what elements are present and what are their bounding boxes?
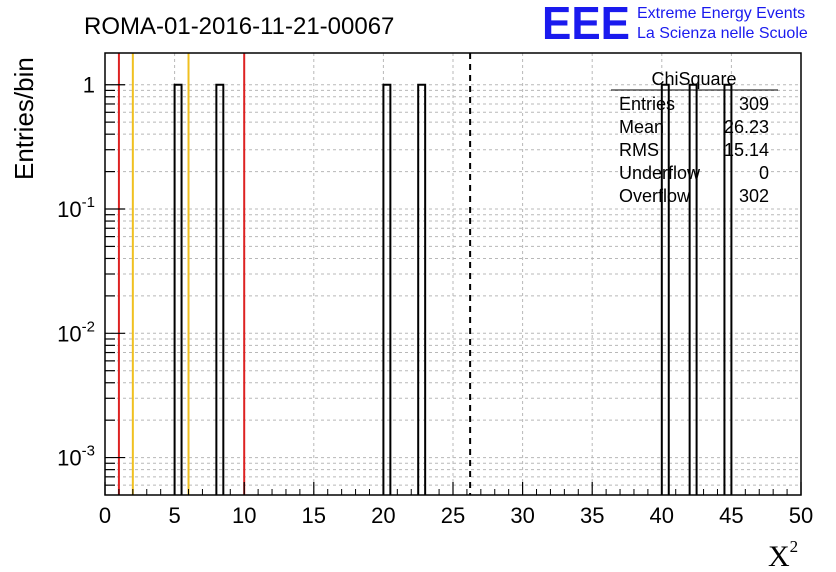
stats-mean-value: 26.23 — [724, 117, 769, 137]
logo-eee-text: EEE — [542, 0, 630, 49]
x-tick-label: 25 — [441, 503, 465, 528]
x-tick-label: 30 — [510, 503, 534, 528]
stats-box: ChiSquare Entries 309 Mean 26.23 RMS 15.… — [611, 69, 778, 206]
histogram-bar — [660, 83, 670, 495]
x-axis-label: X2 — [768, 537, 798, 572]
histogram-bar — [173, 83, 183, 495]
stats-rms-label: RMS — [619, 140, 659, 160]
histogram-bar — [382, 83, 392, 495]
logo-line1: Extreme Energy Events — [637, 5, 805, 22]
x-tick-label: 45 — [719, 503, 743, 528]
x-tick-label: 5 — [168, 503, 180, 528]
stats-entries-value: 309 — [739, 94, 769, 114]
y-tick-label: 10-1 — [57, 194, 95, 222]
x-axis-label-superscript: 2 — [790, 537, 799, 556]
stats-title: ChiSquare — [651, 69, 736, 89]
x-tick-label: 20 — [371, 503, 395, 528]
stats-underflow-value: 0 — [759, 163, 769, 183]
x-tick-label: 35 — [580, 503, 604, 528]
stats-entries-label: Entries — [619, 94, 675, 114]
stats-overflow-value: 302 — [739, 186, 769, 206]
eee-logo: EEE Extreme Energy Events La Scienza nel… — [542, 0, 808, 49]
stats-underflow-label: Underflow — [619, 163, 701, 183]
y-axis-label: Entries/bin — [9, 57, 39, 180]
y-tick-label: 10-2 — [57, 318, 95, 346]
histogram-bar — [215, 83, 225, 495]
x-tick-label: 50 — [789, 503, 813, 528]
histogram-bar — [688, 83, 698, 495]
stats-rms-value: 15.14 — [724, 140, 769, 160]
x-tick-label: 40 — [650, 503, 674, 528]
reference-lines — [117, 53, 472, 495]
y-axis: 1 10-1 10-2 10-3 — [57, 73, 125, 486]
stats-overflow-label: Overflow — [619, 186, 691, 206]
y-tick-label: 1 — [83, 73, 95, 98]
histogram-bar — [723, 83, 733, 495]
x-tick-label: 0 — [99, 503, 111, 528]
x-axis: 0 5 10 15 20 25 30 35 40 45 50 — [99, 482, 813, 528]
y-tick-label: 10-3 — [57, 443, 95, 471]
histogram-bars — [173, 83, 733, 495]
stats-mean-label: Mean — [619, 117, 664, 137]
x-tick-label: 15 — [302, 503, 326, 528]
logo-line2: La Scienza nelle Scuole — [637, 25, 808, 42]
x-tick-label: 10 — [232, 503, 256, 528]
chart-title: ROMA-01-2016-11-21-00067 — [84, 13, 394, 40]
histogram-bar — [417, 83, 427, 495]
